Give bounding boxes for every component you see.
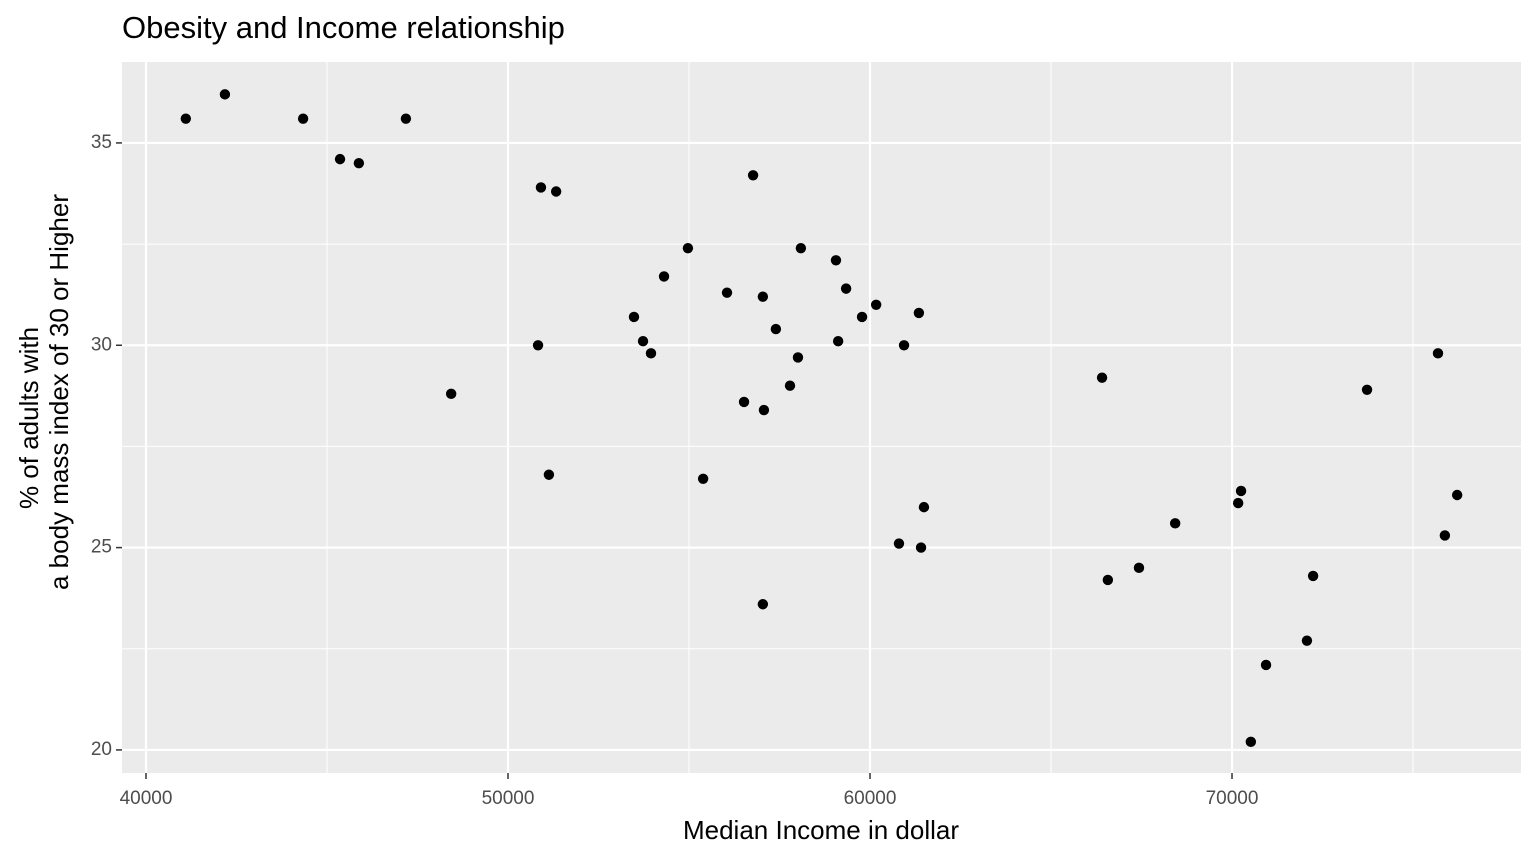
point [1307, 570, 1319, 582]
point [832, 336, 844, 347]
point [628, 311, 640, 323]
point [1361, 384, 1373, 395]
point [1169, 518, 1181, 529]
point [697, 473, 709, 485]
point [543, 469, 555, 480]
y-axis-title-line: % of adults with [14, 327, 44, 509]
point [840, 283, 852, 294]
point [757, 291, 769, 302]
point [1096, 372, 1108, 383]
point [1133, 562, 1145, 574]
point [898, 340, 910, 351]
point [1102, 574, 1114, 586]
point [915, 542, 927, 553]
point [918, 501, 930, 513]
point [445, 388, 457, 400]
point [1301, 635, 1313, 646]
y-tick-label: 35 [91, 132, 112, 153]
chart-title: Obesity and Income relationship [122, 10, 565, 45]
grid [122, 62, 1521, 773]
point [532, 340, 544, 351]
x-axis-title: Median Income in dollar [683, 815, 959, 845]
y-tick-label: 30 [91, 334, 112, 355]
point [856, 311, 868, 323]
point [830, 255, 842, 266]
point [1232, 497, 1244, 509]
point [334, 153, 346, 165]
x-tick-label: 70000 [1206, 788, 1259, 809]
point [913, 307, 925, 319]
point [297, 113, 309, 124]
point [795, 242, 807, 254]
point [1260, 659, 1272, 671]
y-axis-title-line: a body mass index of 30 or Higher [44, 194, 74, 590]
point [757, 599, 769, 610]
panel-background [122, 62, 1521, 773]
point [870, 299, 882, 311]
point [747, 170, 759, 181]
point [219, 89, 231, 100]
point [1245, 736, 1257, 748]
point [893, 538, 905, 549]
point [1451, 489, 1463, 501]
y-tick-label: 20 [91, 739, 112, 760]
point [645, 348, 657, 359]
points [180, 89, 1463, 748]
point [682, 242, 694, 254]
point [792, 352, 804, 363]
point [637, 336, 649, 347]
point [770, 323, 782, 335]
point [738, 396, 750, 408]
point [180, 113, 192, 124]
y-tick-label: 25 [91, 537, 112, 558]
point [1439, 530, 1451, 541]
point [1235, 485, 1247, 497]
point [758, 404, 770, 416]
x-tick-label: 40000 [120, 788, 173, 809]
point [658, 271, 670, 282]
point [784, 380, 796, 391]
point [721, 287, 733, 298]
point [1432, 348, 1444, 359]
point [535, 182, 547, 193]
x-tick-label: 60000 [844, 788, 897, 809]
point [400, 113, 412, 124]
x-tick-label: 50000 [482, 788, 535, 809]
point [550, 186, 562, 197]
point [353, 157, 365, 169]
